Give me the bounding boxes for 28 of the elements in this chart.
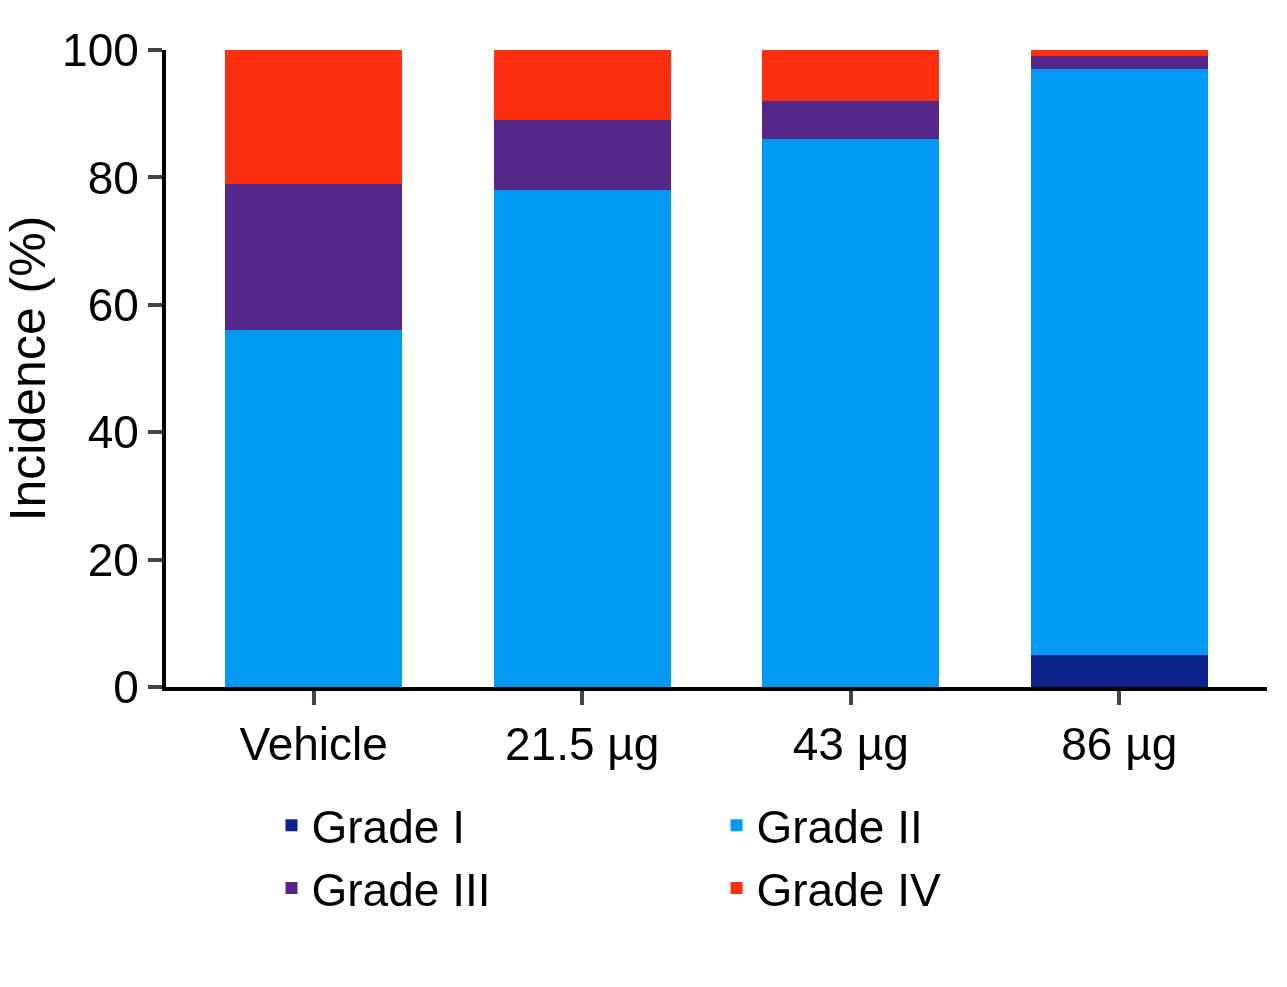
bar — [1030, 655, 1208, 687]
bar — [1030, 69, 1208, 656]
bar — [1030, 56, 1208, 70]
bar — [493, 190, 671, 687]
y-tick-label: 80 — [87, 151, 139, 204]
bar — [225, 330, 403, 687]
legend-label: Grade III — [311, 864, 491, 917]
bar — [1030, 50, 1208, 57]
bar — [493, 120, 671, 191]
bar — [225, 50, 403, 184]
y-tick-label: 40 — [87, 406, 139, 459]
bar — [762, 50, 940, 101]
x-tick-label: 43 µg — [792, 718, 909, 771]
y-axis-title: Incidence (%) — [0, 215, 56, 522]
legend-label: Grade I — [311, 801, 465, 854]
y-tick-label: 20 — [87, 533, 139, 586]
x-tick-label: 21.5 µg — [505, 718, 660, 771]
y-tick-label: 100 — [62, 24, 139, 77]
bar — [762, 100, 940, 140]
x-tick-label: 86 µg — [1061, 718, 1178, 771]
y-tick-label: 60 — [87, 278, 139, 331]
legend-label: Grade IV — [756, 864, 941, 917]
y-tick-label: 0 — [113, 661, 139, 714]
bar — [762, 139, 940, 687]
bar — [493, 50, 671, 121]
bar — [225, 183, 403, 331]
x-tick-label: Vehicle — [239, 718, 388, 771]
legend-label: Grade II — [756, 801, 923, 854]
